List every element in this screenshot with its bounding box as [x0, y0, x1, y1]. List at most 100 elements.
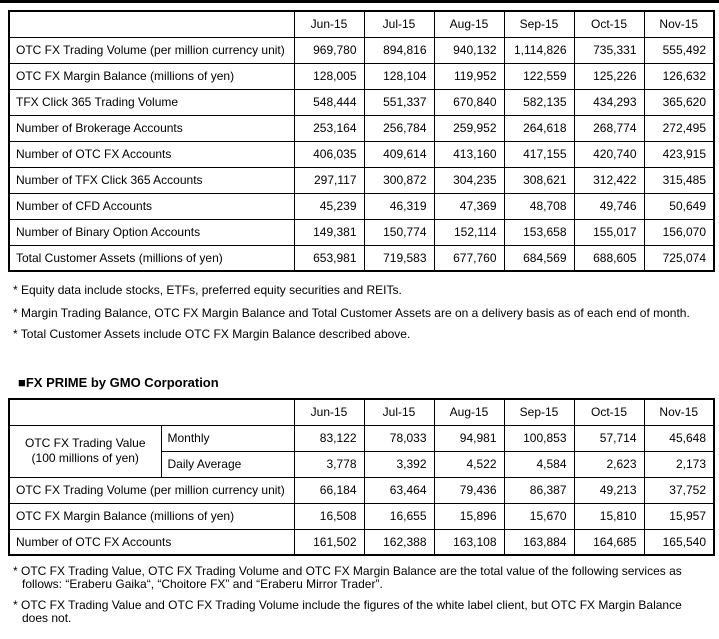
- metric-value: 161,502: [293, 528, 365, 556]
- metric-value: 66,184: [293, 476, 365, 504]
- row-label: OTC FX Trading Volume (per million curre…: [8, 36, 295, 64]
- metric-value: 153,658: [503, 218, 575, 246]
- empty-corner-cell: [8, 398, 295, 426]
- metric-value: 45,648: [643, 424, 715, 452]
- metric-value: 4,584: [503, 450, 575, 478]
- footnote-line: does not.: [22, 611, 72, 625]
- metric-value: 163,884: [503, 528, 575, 556]
- metric-value: 312,422: [573, 166, 645, 194]
- metric-value: 413,160: [433, 140, 505, 168]
- row-label: Number of TFX Click 365 Accounts: [8, 166, 295, 194]
- table-row: TFX Click 365 Trading Volume 548,444 551…: [8, 88, 715, 116]
- month-column-header: Nov-15: [643, 10, 715, 38]
- month-column-header: Aug-15: [433, 10, 505, 38]
- metric-value: 94,981: [433, 424, 505, 452]
- metric-value: 149,381: [293, 218, 365, 246]
- metric-value: 50,649: [643, 192, 715, 220]
- metric-value: 155,017: [573, 218, 645, 246]
- row-label: Number of OTC FX Accounts: [8, 528, 295, 556]
- month-column-header: Jun-15: [293, 398, 365, 426]
- table-row: Total Customer Assets (millions of yen) …: [8, 244, 715, 272]
- table-row: OTC FX Trading Volume (per million curre…: [8, 36, 715, 64]
- table-row: Number of Binary Option Accounts 149,381…: [8, 218, 715, 246]
- table-row: Number of CFD Accounts 45,239 46,319 47,…: [8, 192, 715, 220]
- metric-value: 165,540: [643, 528, 715, 556]
- metric-value: 548,444: [293, 88, 365, 116]
- metric-value: 79,436: [433, 476, 505, 504]
- metric-value: 162,388: [363, 528, 435, 556]
- metric-value: 725,074: [643, 244, 715, 272]
- metric-value: 653,981: [293, 244, 365, 272]
- metric-value: 2,623: [573, 450, 645, 478]
- metric-value: 16,655: [363, 502, 435, 530]
- metric-value: 272,495: [643, 114, 715, 142]
- table-row: OTC FX Trading Value (100 millions of ye…: [8, 424, 715, 478]
- row-label: OTC FX Margin Balance (millions of yen): [8, 502, 295, 530]
- metric-value: 409,614: [363, 140, 435, 168]
- table-row: Number of TFX Click 365 Accounts 297,117…: [8, 166, 715, 194]
- metric-value: 365,620: [643, 88, 715, 116]
- metric-value: 15,810: [573, 502, 645, 530]
- metric-value: 688,605: [573, 244, 645, 272]
- row-label: Number of CFD Accounts: [8, 192, 295, 220]
- company-monthly-stats-table: Jun-15 Jul-15 Aug-15 Sep-15 Oct-15 Nov-1…: [8, 10, 715, 272]
- metric-value: 420,740: [573, 140, 645, 168]
- metric-value: 297,117: [293, 166, 365, 194]
- metric-value: 63,464: [363, 476, 435, 504]
- row-label: Number of Brokerage Accounts: [8, 114, 295, 142]
- table-header-row: Jun-15 Jul-15 Aug-15 Sep-15 Oct-15 Nov-1…: [8, 10, 715, 38]
- footnote: * Equity data include stocks, ETFs, pref…: [13, 283, 402, 297]
- metric-value: 57,714: [573, 424, 645, 452]
- table-header-row: Jun-15 Jul-15 Aug-15 Sep-15 Oct-15 Nov-1…: [8, 398, 715, 426]
- month-column-header: Jun-15: [293, 10, 365, 38]
- footnote-line: * OTC FX Trading Value and OTC FX Tradin…: [13, 598, 682, 612]
- metric-value: 253,164: [293, 114, 365, 142]
- metric-value: 259,952: [433, 114, 505, 142]
- row-label: Total Customer Assets (millions of yen): [8, 244, 295, 272]
- table-row: OTC FX Margin Balance (millions of yen) …: [8, 502, 715, 530]
- metric-value: 48,708: [503, 192, 575, 220]
- metric-value: 4,522: [433, 450, 505, 478]
- metric-value: 78,033: [363, 424, 435, 452]
- metric-value: 1,114,826: [503, 36, 575, 64]
- metric-value: 684,569: [503, 244, 575, 272]
- footnote: * OTC FX Trading Value and OTC FX Tradin…: [13, 599, 682, 625]
- metric-value: 15,957: [643, 502, 715, 530]
- row-label: Number of OTC FX Accounts: [8, 140, 295, 168]
- metric-value: 719,583: [363, 244, 435, 272]
- metric-value: 894,816: [363, 36, 435, 64]
- metric-value: 128,005: [293, 62, 365, 90]
- metric-value: 125,226: [573, 62, 645, 90]
- month-column-header: Oct-15: [573, 10, 645, 38]
- metric-value: 308,621: [503, 166, 575, 194]
- metric-value: 156,070: [643, 218, 715, 246]
- metric-value: 47,369: [433, 192, 505, 220]
- table-row: Number of Brokerage Accounts 253,164 256…: [8, 114, 715, 142]
- page-top-divider: [0, 0, 719, 3]
- metric-value: 126,632: [643, 62, 715, 90]
- row-label: OTC FX Margin Balance (millions of yen): [8, 62, 295, 90]
- metric-value: 152,114: [433, 218, 505, 246]
- metric-value: 164,685: [573, 528, 645, 556]
- metric-value: 300,872: [363, 166, 435, 194]
- month-column-header: Aug-15: [433, 398, 505, 426]
- month-column-header: Sep-15: [503, 398, 575, 426]
- metric-value: 434,293: [573, 88, 645, 116]
- table-row: Daily Average 3,778 3,392 4,522 4,584 2,…: [9, 450, 715, 478]
- metric-value: 670,840: [433, 88, 505, 116]
- footnote: * Total Customer Assets include OTC FX M…: [13, 327, 411, 341]
- table-row: OTC FX Margin Balance (millions of yen) …: [8, 62, 715, 90]
- metric-value: 423,915: [643, 140, 715, 168]
- footnote: * Margin Trading Balance, OTC FX Margin …: [13, 306, 690, 320]
- sub-row-label: Daily Average: [160, 450, 295, 478]
- metric-value: 582,135: [503, 88, 575, 116]
- metric-value: 49,213: [573, 476, 645, 504]
- metric-value: 83,122: [293, 424, 365, 452]
- month-column-header: Sep-15: [503, 10, 575, 38]
- metric-value: 3,778: [293, 450, 365, 478]
- fxprime-stats-table: Jun-15 Jul-15 Aug-15 Sep-15 Oct-15 Nov-1…: [8, 398, 715, 556]
- metric-value: 268,774: [573, 114, 645, 142]
- metric-value: 15,896: [433, 502, 505, 530]
- metric-value: 304,235: [433, 166, 505, 194]
- month-column-header: Jul-15: [363, 398, 435, 426]
